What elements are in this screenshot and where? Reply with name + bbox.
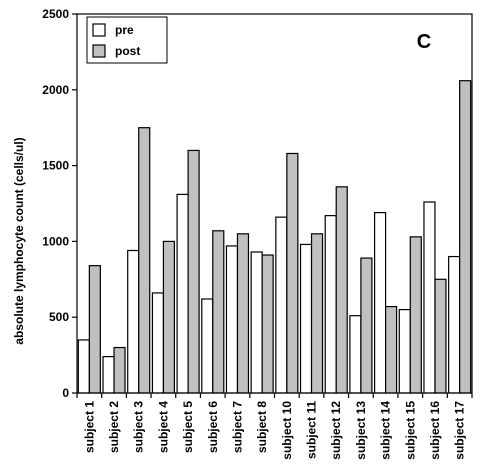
- y-axis-title: absolute lymphocyte count (cells/ul): [12, 137, 26, 344]
- x-category-label: subject 6: [206, 401, 220, 453]
- bar-post-subject-17: [459, 80, 472, 394]
- bar-post-subject-2: [113, 346, 126, 394]
- x-category-label: subject 17: [453, 401, 467, 460]
- bar-pre-subject-5: [176, 193, 189, 394]
- x-category-label: subject 15: [403, 401, 417, 460]
- bar-post-subject-10: [286, 152, 299, 394]
- bar-pre-subject-8: [250, 251, 263, 394]
- x-category-label: subject 4: [156, 401, 170, 453]
- bar-pre-subject-13: [349, 315, 362, 394]
- y-tick-label: 1000: [42, 234, 69, 248]
- bar-pre-subject-10: [275, 216, 288, 394]
- bar-pre-subject-14: [373, 211, 387, 394]
- legend-swatch-pre: [92, 23, 106, 37]
- bar-pre-subject-16: [423, 201, 436, 394]
- bar-post-subject-15: [409, 236, 422, 394]
- bar-post-subject-14: [384, 305, 398, 394]
- bar-pre-subject-1: [77, 339, 90, 394]
- bar-pre-subject-7: [225, 245, 239, 394]
- bar-pre-subject-15: [398, 309, 411, 394]
- x-category-label: subject 13: [354, 401, 368, 460]
- bar-post-subject-6: [212, 230, 225, 394]
- x-category-label: subject 1: [82, 401, 96, 453]
- bar-pre-subject-2: [102, 356, 115, 394]
- bar-pre-subject-6: [201, 298, 214, 394]
- legend-label-pre: pre: [115, 23, 134, 37]
- y-tick-label: 0: [62, 386, 69, 400]
- bars-layer: [77, 80, 472, 394]
- bar-pre-subject-12: [324, 215, 337, 394]
- y-tick-label: 2500: [42, 7, 69, 21]
- x-category-label: subject 12: [329, 401, 343, 460]
- x-category-label: subject 3: [132, 401, 146, 453]
- axes-layer: 0 500 1000 1500 2000 2500 subject 1 subject 2 su…: [42, 7, 473, 460]
- x-category-label: subject 5: [181, 401, 195, 453]
- bar-pre-subject-3: [127, 249, 140, 394]
- bar-post-subject-11: [310, 233, 324, 394]
- x-category-label: subject 16: [428, 401, 442, 460]
- bar-post-subject-16: [434, 278, 447, 394]
- x-category-label: subject 10: [280, 401, 294, 460]
- bar-pre-subject-11: [299, 243, 313, 394]
- legend: pre post: [86, 16, 168, 64]
- y-tick-label: 2000: [42, 83, 69, 97]
- x-category-label: subject 14: [379, 401, 393, 460]
- legend-label-post: post: [115, 44, 140, 58]
- panel-letter: C: [417, 31, 431, 53]
- bar-pre-subject-17: [448, 255, 461, 394]
- x-category-label: subject 8: [255, 401, 269, 453]
- bar-post-subject-1: [88, 265, 101, 394]
- bar-pre-subject-4: [151, 292, 165, 394]
- bar-post-subject-4: [162, 240, 176, 394]
- x-category-label: subject 11: [305, 401, 319, 459]
- bar-post-subject-8: [261, 254, 274, 394]
- bar-post-subject-7: [236, 233, 250, 394]
- bar-post-subject-3: [138, 127, 151, 394]
- x-category-label: subject 2: [107, 401, 121, 453]
- bar-post-subject-13: [360, 257, 373, 394]
- x-category-label: subject 7: [230, 401, 244, 453]
- bar-post-subject-5: [187, 149, 200, 394]
- y-tick-label: 1500: [42, 159, 69, 173]
- legend-swatch-post: [92, 44, 106, 58]
- bar-post-subject-12: [335, 186, 348, 394]
- y-tick-label: 500: [49, 310, 69, 324]
